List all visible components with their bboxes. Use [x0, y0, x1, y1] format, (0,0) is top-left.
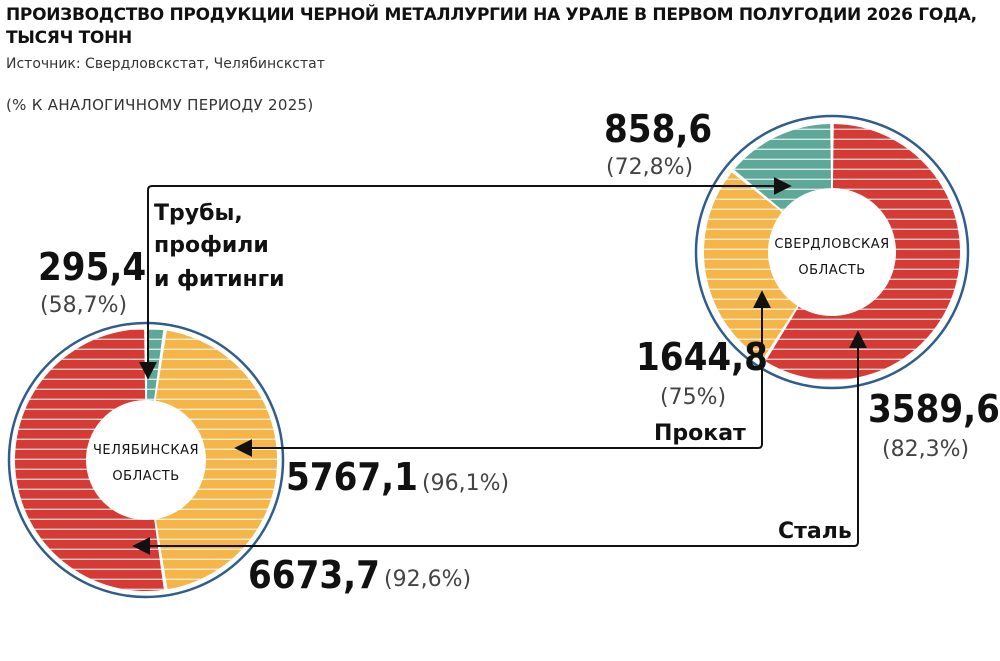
flow-label-pipes-line1: Трубы, [154, 201, 243, 226]
pct-chel-pipes: (58,7%) [40, 293, 127, 318]
value-sverd-pipes: 858,6 [604, 107, 712, 151]
pct-sverd-steel: (82,3%) [882, 437, 969, 462]
pct-sverd-rolled: (75%) [660, 385, 726, 410]
flow-label-steel: Сталь [778, 519, 852, 544]
flow-arrows [132, 177, 867, 555]
donut-chelyabinsk: ЧЕЛЯБИНСКАЯ ОБЛАСТЬ [7, 321, 285, 599]
value-sverd-steel: 3589,6 [868, 387, 1000, 431]
arrow-pipes [139, 177, 792, 380]
value-chel-rolled: 5767,1 [286, 455, 418, 499]
arrow-steel [132, 330, 867, 555]
value-chel-pipes: 295,4 [38, 245, 146, 289]
pct-sverd-pipes: (72,8%) [606, 155, 693, 180]
value-sverd-rolled: 1644,8 [636, 335, 768, 379]
region-label-chelyabinsk-line2: ОБЛАСТЬ [112, 469, 179, 484]
slice-stripes-chel-steel [14, 329, 164, 591]
chart-title: ПРОИЗВОДСТВО ПРОДУКЦИИ ЧЕРНОЙ МЕТАЛЛУРГИ… [6, 5, 977, 48]
region-label-sverdlovsk-line2: ОБЛАСТЬ [798, 263, 865, 278]
chart-source: Источник: Свердловскстат, Челябинскстат [6, 56, 325, 72]
value-chel-steel: 6673,7 [248, 553, 380, 597]
slice-stripes-chel-rolled [155, 330, 277, 590]
slice-stripes-sverd-steel [765, 124, 960, 380]
pct-chel-steel: (92,6%) [384, 567, 471, 592]
region-label-chelyabinsk-line1: ЧЕЛЯБИНСКАЯ [93, 443, 199, 458]
chart-note: (% К АНАЛОГИЧНОМУ ПЕРИОДУ 2025) [6, 96, 314, 114]
flow-label-pipes-line3: и фитинги [154, 267, 285, 292]
pct-chel-rolled: (96,1%) [422, 471, 509, 496]
flow-label-rolled: Прокат [654, 421, 746, 446]
region-label-sverdlovsk-line1: СВЕРДЛОВСКАЯ [774, 237, 889, 252]
flow-label-pipes-line2: профили [154, 233, 269, 258]
